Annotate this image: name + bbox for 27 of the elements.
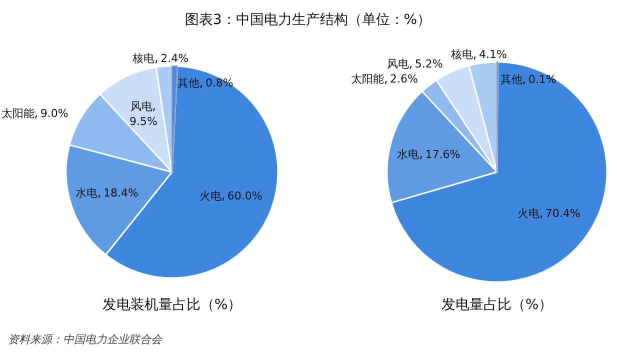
category-label: 水电 bbox=[397, 148, 420, 161]
category-label: 水电 bbox=[75, 186, 98, 200]
text: 图表3：中国电力生产结构（单位：%） bbox=[184, 12, 432, 28]
text: 发电量占比（%） bbox=[441, 297, 553, 313]
data-label: 9.0% bbox=[40, 107, 68, 120]
category-label: 风电 bbox=[130, 100, 152, 113]
data-label: 70.4% bbox=[545, 207, 580, 220]
data-label: 17.6% bbox=[425, 148, 460, 161]
data-label: 5.2% bbox=[414, 58, 443, 71]
data-label: 0.1% bbox=[528, 73, 556, 86]
category-label: 火电 bbox=[199, 189, 222, 202]
category-label: 火电 bbox=[517, 207, 540, 220]
category-label: 核电 bbox=[132, 52, 155, 65]
text: 资料来源：中国电力企业联合会 bbox=[8, 333, 163, 346]
category-label: 其他 bbox=[500, 73, 522, 86]
category-label: 太阳能 bbox=[1, 107, 34, 120]
data-label: 4.1% bbox=[479, 48, 507, 62]
text: 发电装机量占比（%） bbox=[102, 297, 242, 313]
category-label: 核电 bbox=[450, 48, 473, 62]
category-label: 其他 bbox=[177, 76, 200, 90]
category-label: 风电 bbox=[386, 58, 409, 71]
data-label: 60.0% bbox=[227, 189, 262, 202]
data-label: 2.6% bbox=[390, 72, 418, 86]
category-label: 太阳能 bbox=[351, 72, 384, 86]
data-label: 18.4% bbox=[104, 186, 138, 200]
data-label: 9.5% bbox=[130, 114, 158, 128]
data-label: 2.4% bbox=[160, 52, 189, 65]
